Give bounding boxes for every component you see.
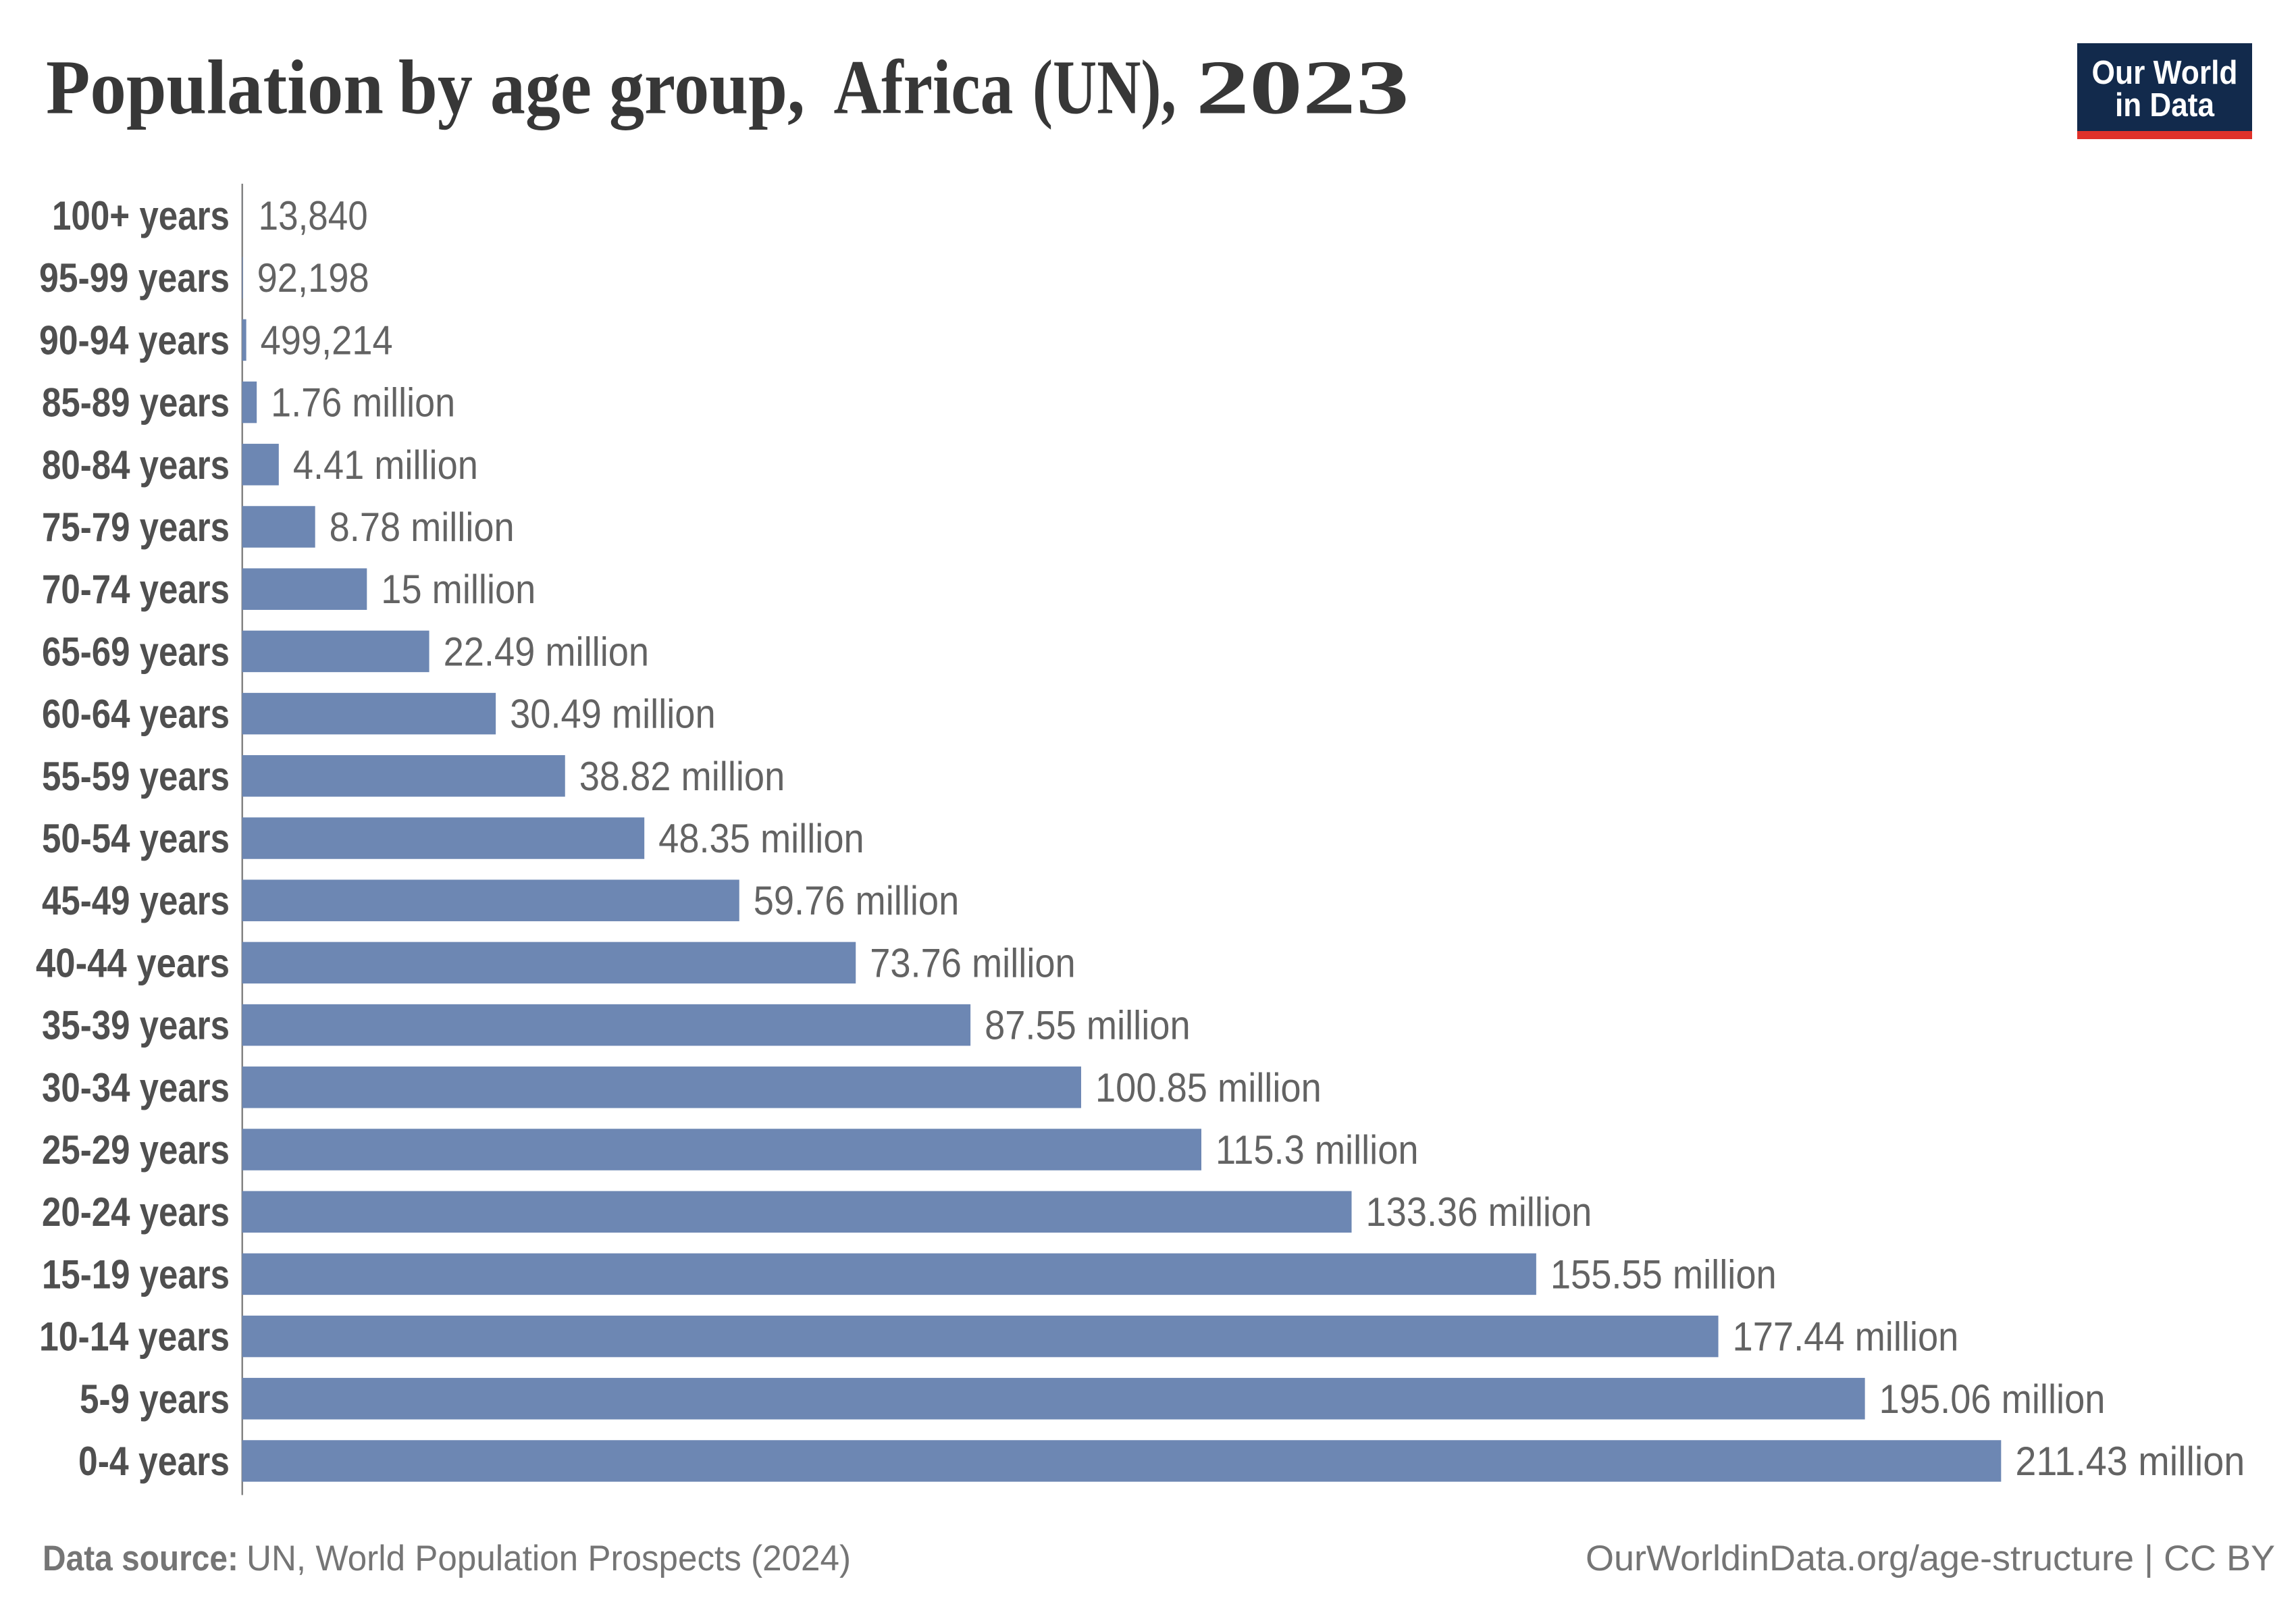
svg-text:Data source:: Data source: (43, 1539, 238, 1578)
svg-text:59.76 million: 59.76 million (754, 877, 960, 923)
svg-text:by age group,: by age group, (398, 45, 805, 130)
svg-text:5-9 years: 5-9 years (80, 1376, 230, 1422)
svg-text:133.36 million: 133.36 million (1366, 1189, 1592, 1235)
svg-text:8.78 million: 8.78 million (330, 504, 515, 550)
svg-text:60-64 years: 60-64 years (42, 691, 230, 737)
svg-text:15 million: 15 million (381, 566, 536, 612)
svg-text:55-59 years: 55-59 years (42, 753, 230, 799)
svg-text:95-99 years: 95-99 years (39, 255, 230, 301)
svg-text:80-84 years: 80-84 years (42, 442, 230, 488)
svg-text:40-44 years: 40-44 years (36, 940, 230, 985)
svg-text:0-4 years: 0-4 years (78, 1438, 230, 1484)
svg-text:20-24 years: 20-24 years (42, 1189, 230, 1235)
svg-text:OurWorldinData.org/age-structu: OurWorldinData.org/age-structure | CC BY (1586, 1539, 2275, 1578)
svg-text:(UN),: (UN), (1033, 45, 1176, 130)
svg-text:73.76 million: 73.76 million (870, 940, 1076, 985)
svg-text:115.3 million: 115.3 million (1216, 1127, 1419, 1173)
svg-text:35-39 years: 35-39 years (42, 1002, 230, 1048)
svg-text:65-69 years: 65-69 years (42, 628, 230, 674)
svg-text:13,840: 13,840 (259, 192, 368, 238)
svg-text:4.41 million: 4.41 million (293, 442, 478, 488)
svg-text:in Data: in Data (2115, 87, 2215, 124)
svg-text:100.85 million: 100.85 million (1095, 1064, 1322, 1110)
svg-text:90-94 years: 90-94 years (39, 317, 230, 363)
svg-text:87.55 million: 87.55 million (985, 1002, 1191, 1048)
svg-text:38.82 million: 38.82 million (579, 753, 785, 799)
svg-text:195.06 million: 195.06 million (1879, 1376, 2106, 1422)
svg-text:Africa: Africa (834, 45, 1014, 130)
svg-text:177.44 million: 177.44 million (1733, 1314, 1959, 1360)
svg-text:30.49 million: 30.49 million (510, 691, 716, 737)
svg-text:50-54 years: 50-54 years (42, 815, 230, 861)
svg-text:1.76 million: 1.76 million (271, 380, 455, 426)
svg-text:30-34 years: 30-34 years (42, 1064, 230, 1110)
svg-text:Our World: Our World (2092, 55, 2238, 91)
svg-text:Population: Population (46, 45, 384, 130)
svg-text:70-74 years: 70-74 years (42, 566, 230, 612)
svg-text:92,198: 92,198 (257, 255, 369, 301)
svg-text:10-14 years: 10-14 years (39, 1314, 230, 1360)
svg-text:UN, World Population Prospects: UN, World Population Prospects (2024) (246, 1539, 851, 1578)
svg-text:45-49 years: 45-49 years (42, 877, 230, 923)
svg-text:22.49 million: 22.49 million (444, 628, 650, 674)
svg-text:211.43 million: 211.43 million (2015, 1438, 2245, 1484)
svg-text:2023: 2023 (1196, 45, 1409, 130)
svg-text:75-79 years: 75-79 years (42, 504, 230, 550)
svg-text:155.55 million: 155.55 million (1550, 1251, 1777, 1297)
svg-text:85-89 years: 85-89 years (42, 380, 230, 426)
svg-text:25-29 years: 25-29 years (42, 1127, 230, 1173)
svg-text:15-19 years: 15-19 years (42, 1251, 230, 1297)
svg-text:48.35 million: 48.35 million (658, 815, 864, 861)
svg-text:100+ years: 100+ years (52, 192, 230, 238)
svg-text:499,214: 499,214 (261, 317, 393, 363)
